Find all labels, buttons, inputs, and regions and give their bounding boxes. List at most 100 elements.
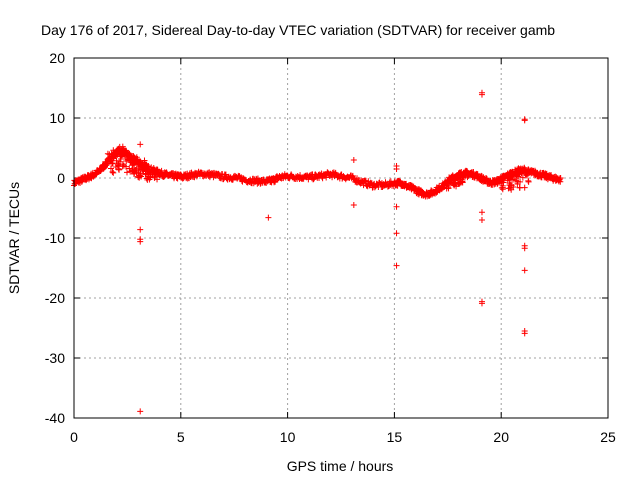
data-point: [457, 179, 464, 186]
data-point: [119, 161, 126, 168]
data-point: [117, 147, 124, 154]
data-point: [505, 173, 512, 180]
data-point: [117, 151, 124, 158]
data-point: [433, 189, 440, 196]
y-tick-label: -10: [45, 230, 65, 246]
data-point: [158, 167, 165, 174]
y-tick-label: -40: [45, 410, 65, 426]
outlier-point: [265, 214, 272, 221]
outlier-point: [478, 217, 485, 223]
data-point: [452, 174, 459, 181]
data-point: [152, 173, 159, 180]
data-point: [107, 165, 114, 172]
data-point: [110, 150, 117, 157]
data-point: [518, 168, 525, 175]
data-point: [134, 155, 141, 162]
data-point: [456, 169, 463, 176]
outlier-point: [521, 184, 528, 191]
data-point: [443, 181, 450, 188]
data-point: [110, 150, 117, 157]
data-point: [515, 165, 522, 172]
outlier-point: [137, 226, 144, 233]
data-point: [141, 157, 148, 164]
x-tick-label: 10: [280, 429, 296, 445]
outlier-point: [393, 203, 400, 210]
data-point: [115, 166, 122, 173]
data-point: [119, 143, 126, 150]
data-point: [445, 185, 452, 192]
x-tick-label: 25: [600, 429, 616, 445]
data-point: [513, 175, 520, 182]
y-axis-label: SDTVAR / TECUs: [6, 182, 22, 294]
data-point: [122, 163, 129, 170]
data-point: [446, 174, 453, 181]
data-point: [110, 169, 117, 176]
data-points: [71, 89, 564, 415]
chart-title: Day 176 of 2017, Sidereal Day-to-day VTE…: [41, 22, 555, 38]
data-point: [519, 174, 526, 181]
data-point: [514, 180, 521, 187]
data-point: [128, 157, 135, 164]
data-point: [310, 176, 317, 183]
y-tick-label: -20: [45, 290, 65, 306]
data-point: [124, 156, 131, 163]
y-tick-label: 10: [49, 110, 65, 126]
data-point: [498, 180, 505, 187]
x-tick-label: 20: [493, 429, 509, 445]
data-point: [557, 175, 564, 182]
data-point: [116, 158, 123, 165]
data-point: [510, 183, 517, 190]
outlier-point: [393, 230, 400, 237]
data-point: [145, 169, 152, 176]
y-tick-label: 0: [57, 170, 65, 186]
data-point: [319, 175, 326, 182]
data-point: [323, 174, 330, 181]
data-point: [505, 185, 512, 192]
data-point: [467, 171, 474, 178]
data-point: [138, 173, 145, 180]
outlier-point: [393, 262, 400, 269]
outlier-point: [350, 157, 357, 163]
y-tick-label: -30: [45, 350, 65, 366]
data-point: [135, 174, 142, 181]
data-point: [153, 169, 160, 176]
data-point: [525, 177, 532, 184]
outlier-point: [521, 245, 528, 252]
data-point: [498, 184, 505, 191]
data-point: [114, 148, 121, 155]
data-point: [143, 175, 150, 182]
data-point: [109, 168, 116, 175]
outlier-point: [137, 238, 144, 245]
data-point: [129, 161, 136, 168]
grid-lines: [74, 58, 608, 418]
data-point: [114, 161, 121, 168]
outlier-point: [521, 267, 528, 274]
plot-frame: [73, 57, 609, 419]
x-axis-label: GPS time / hours: [287, 458, 394, 474]
x-tick-label: 5: [177, 429, 185, 445]
data-point: [113, 157, 120, 164]
data-point: [135, 168, 142, 175]
data-point: [108, 154, 115, 161]
data-point: [124, 169, 131, 176]
outlier-point: [137, 408, 144, 415]
data-point: [117, 156, 124, 163]
tick-labels: 0 5 10 15 20 25 -40 -30 -20 -10 0 10 20: [45, 50, 616, 445]
outlier-point: [137, 141, 144, 148]
data-point: [449, 175, 456, 182]
data-point: [104, 160, 111, 167]
x-tick-label: 0: [70, 429, 78, 445]
outlier-point: [478, 209, 485, 216]
data-point: [136, 164, 143, 171]
outlier-point: [521, 117, 528, 124]
outlier-point: [350, 202, 357, 208]
data-point: [137, 158, 144, 165]
outlier-point: [393, 166, 400, 172]
data-point: [151, 174, 158, 181]
x-tick-label: 15: [387, 429, 403, 445]
data-point: [144, 176, 151, 183]
outlier-point: [478, 91, 485, 98]
outlier-point: [521, 330, 528, 337]
data-point: [457, 170, 464, 177]
